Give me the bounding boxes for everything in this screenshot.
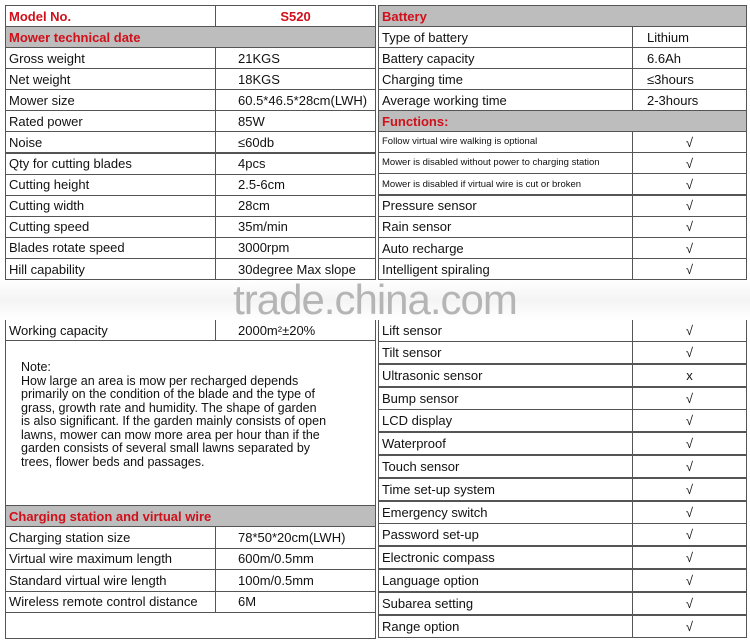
spec-label: Net weight: [5, 68, 216, 91]
note-line: is also significant. If the garden mainl…: [21, 414, 327, 428]
spec-label: Mower size: [5, 89, 216, 112]
function-value: √: [632, 500, 747, 524]
function-label: Mower is disabled if virtual wire is cut…: [378, 173, 633, 196]
spec-label: Rated power: [5, 110, 216, 133]
function-label: Touch sensor: [378, 455, 633, 478]
function-value: √: [632, 258, 747, 281]
note: Note: How large an area is mow per rechar…: [5, 340, 376, 506]
function-label: Tilt sensor: [378, 341, 633, 364]
function-label: Range option: [378, 614, 633, 638]
function-value: √: [632, 319, 747, 342]
battery-label: Battery capacity: [378, 47, 633, 70]
spec-value: 3000rpm: [215, 236, 376, 259]
function-label: Rain sensor: [378, 215, 633, 238]
function-label: Time set-up system: [378, 477, 633, 501]
function-label: Follow virtual wire walking is optional: [378, 131, 633, 153]
function-value: √: [632, 194, 747, 217]
spec-label: Gross weight: [5, 47, 216, 69]
spec-label: Noise: [5, 131, 216, 154]
note-line: How large an area is mow per recharged d…: [21, 373, 299, 388]
function-value: √: [632, 455, 747, 478]
spec-label: Working capacity: [5, 319, 216, 341]
section-header: Mower technical date: [5, 26, 376, 48]
spec-value: 2.5-6cm: [215, 173, 376, 196]
note-title: Note:: [21, 360, 51, 374]
spec-label: Cutting width: [5, 194, 216, 217]
note-line: grass, growth rate and humidity. The sha…: [21, 400, 317, 415]
section-header: Battery: [378, 5, 747, 27]
function-label: Emergency switch: [378, 500, 633, 524]
note-line: trees, flower beds and passages.: [21, 454, 205, 469]
function-label: Electronic compass: [378, 546, 633, 570]
battery-label: Charging time: [378, 68, 633, 91]
spec-value: 4pcs: [215, 152, 376, 175]
spec-label: Hill capability: [5, 258, 216, 280]
spec-value: ≤60db: [215, 131, 376, 154]
note-line: garden consists of several small lawns s…: [21, 441, 311, 455]
spec-value: 35m/min: [215, 215, 376, 238]
battery-value: 6.6Ah: [632, 47, 747, 70]
section-header: Charging station and virtual wire: [5, 505, 376, 527]
watermark: trade.china.com: [233, 276, 518, 323]
function-label: Mower is disabled without power to charg…: [378, 152, 633, 175]
function-value: x: [632, 363, 747, 387]
function-label: LCD display: [378, 409, 633, 433]
note-line: primarily on the condition of the blade …: [21, 387, 315, 401]
function-value: √: [632, 131, 747, 153]
function-value: √: [632, 152, 747, 175]
function-value: √: [632, 173, 747, 196]
battery-value: Lithium: [632, 26, 747, 48]
battery-label: Average working time: [378, 89, 633, 112]
function-label: Auto recharge: [378, 237, 633, 259]
spec-value: 30degree Max slope: [215, 258, 376, 280]
spec-label: Cutting height: [5, 173, 216, 196]
section-header: Functions:: [378, 110, 747, 132]
function-label: Language option: [378, 569, 633, 592]
charging-label: Charging station size: [5, 526, 216, 549]
function-label: Password set-up: [378, 523, 633, 547]
function-value: √: [632, 546, 747, 570]
spec-value: 60.5*46.5*28cm(LWH): [215, 89, 376, 112]
charging-label: Virtual wire maximum length: [5, 547, 216, 570]
function-label: Pressure sensor: [378, 194, 633, 217]
battery-value: ≤3hours: [632, 68, 747, 91]
spec-value: 18KGS: [215, 68, 376, 91]
function-label: Ultrasonic sensor: [378, 363, 633, 387]
function-value: √: [632, 591, 747, 615]
charging-value: 100m/0.5mm: [215, 569, 376, 592]
empty-row: [5, 612, 376, 639]
function-value: √: [632, 477, 747, 501]
spec-value: 28cm: [215, 194, 376, 217]
function-value: √: [632, 523, 747, 547]
charging-label: Wireless remote control distance: [5, 590, 216, 613]
function-value: √: [632, 341, 747, 364]
function-value: √: [632, 215, 747, 238]
spec-label: Blades rotate speed: [5, 236, 216, 259]
model-value: S520: [215, 5, 376, 27]
model-label: Model No.: [5, 5, 216, 27]
spec-value: 85W: [215, 110, 376, 133]
function-label: Waterproof: [378, 432, 633, 456]
battery-label: Type of battery: [378, 26, 633, 48]
function-value: √: [632, 569, 747, 592]
spec-value: 21KGS: [215, 47, 376, 69]
charging-value: 6M: [215, 590, 376, 613]
note-line: lawns, mower can mow more area per hour …: [21, 427, 320, 442]
spec-label: Qty for cutting blades: [5, 152, 216, 175]
charging-value: 78*50*20cm(LWH): [215, 526, 376, 549]
charging-label: Standard virtual wire length: [5, 569, 216, 592]
function-value: √: [632, 237, 747, 259]
charging-value: 600m/0.5mm: [215, 547, 376, 570]
function-label: Bump sensor: [378, 386, 633, 410]
spec-label: Cutting speed: [5, 215, 216, 238]
watermark-band: [0, 280, 750, 320]
function-value: √: [632, 409, 747, 433]
function-value: √: [632, 614, 747, 638]
function-value: √: [632, 386, 747, 410]
function-label: Subarea setting: [378, 591, 633, 615]
battery-value: 2-3hours: [632, 89, 747, 112]
function-value: √: [632, 432, 747, 456]
